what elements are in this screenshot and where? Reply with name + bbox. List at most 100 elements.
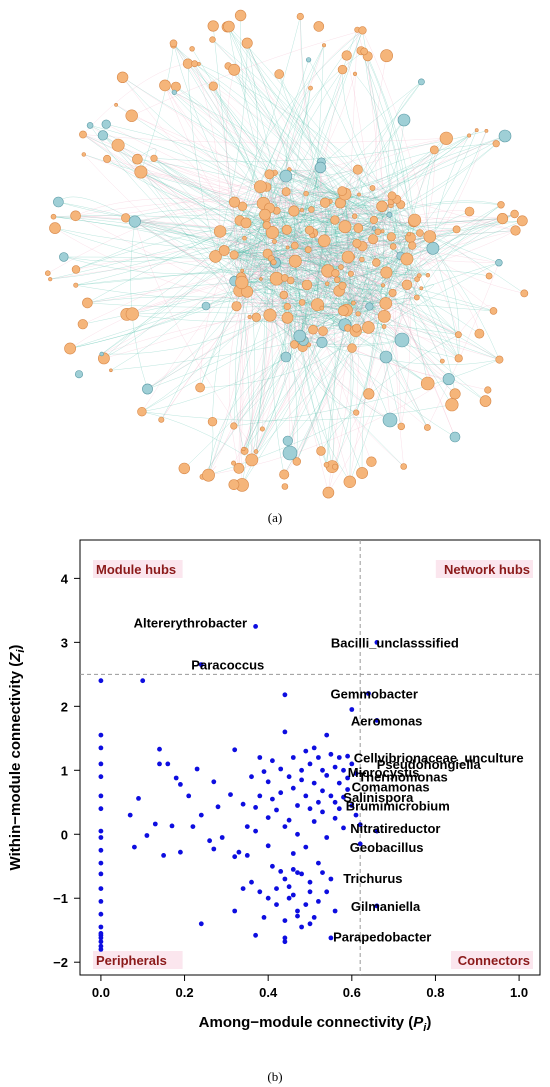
network-node xyxy=(281,224,292,235)
network-edge xyxy=(82,134,277,211)
network-node xyxy=(380,49,393,63)
data-point xyxy=(228,792,233,797)
data-point xyxy=(274,902,279,907)
data-point xyxy=(98,899,104,904)
network-node xyxy=(170,81,181,92)
network-edge xyxy=(174,92,379,232)
network-edge xyxy=(101,317,288,355)
network-node xyxy=(262,221,271,230)
network-edge xyxy=(311,161,323,309)
network-edge xyxy=(234,245,363,257)
network-edge xyxy=(289,169,413,246)
network-edge xyxy=(103,222,247,359)
network-node xyxy=(479,395,492,407)
network-edge xyxy=(224,209,312,251)
network-node xyxy=(474,128,479,133)
data-point xyxy=(253,624,258,629)
network-edge xyxy=(275,262,329,493)
data-point xyxy=(374,718,380,723)
network-edge xyxy=(324,240,433,259)
data-point xyxy=(265,895,271,901)
network-node xyxy=(331,269,340,278)
data-point xyxy=(169,823,175,829)
point-annotation: Nitratireductor xyxy=(350,821,440,836)
data-point xyxy=(341,825,346,831)
data-point xyxy=(232,908,238,914)
point-annotations: Altererythrobacter Bacilli_unclasssified P… xyxy=(134,615,524,944)
data-point xyxy=(257,889,263,895)
network-edge xyxy=(308,249,384,286)
quadrant-label-peripherals: Peripherals xyxy=(96,953,167,968)
network-edge xyxy=(356,258,408,329)
network-edge xyxy=(224,250,428,384)
network-edge xyxy=(75,215,323,343)
network-edge xyxy=(363,51,410,235)
data-point xyxy=(324,835,330,840)
scatter-points xyxy=(98,624,380,952)
network-edge xyxy=(231,214,390,256)
network-edge xyxy=(309,229,428,428)
network-edge xyxy=(213,85,331,202)
network-node xyxy=(358,26,367,35)
point-annotation: Paracoccus xyxy=(191,658,264,673)
data-point xyxy=(244,853,250,858)
network-node xyxy=(380,266,393,279)
network-edge xyxy=(296,292,393,462)
network-edge xyxy=(384,138,447,304)
data-point xyxy=(336,755,342,760)
network-node xyxy=(195,382,205,393)
data-point xyxy=(290,785,296,791)
network-edge xyxy=(110,218,267,371)
network-edge xyxy=(282,191,303,347)
network-node xyxy=(308,206,315,213)
data-point xyxy=(236,849,242,855)
network-edge xyxy=(242,262,262,279)
network-edge xyxy=(241,206,383,283)
network-edge xyxy=(289,169,331,202)
network-node xyxy=(150,154,158,162)
network-edge xyxy=(251,326,385,461)
network-edge xyxy=(427,262,500,428)
data-point xyxy=(345,787,350,792)
network-edge xyxy=(264,81,422,215)
network-node xyxy=(372,226,377,231)
x-tick-label: 0.4 xyxy=(259,985,278,1000)
network-node xyxy=(489,307,498,315)
network-edge xyxy=(134,221,257,452)
network-node xyxy=(308,324,318,335)
network-edge xyxy=(134,221,494,312)
network-node xyxy=(207,20,219,32)
network-node xyxy=(484,386,492,394)
network-edge xyxy=(200,327,369,388)
network-node xyxy=(337,64,348,75)
network-edge xyxy=(311,209,449,380)
network-edge xyxy=(290,280,391,421)
network-edge xyxy=(244,232,349,258)
network-edge xyxy=(173,45,342,268)
network-edge xyxy=(131,30,363,116)
network-node xyxy=(394,332,410,348)
network-edge xyxy=(224,213,390,251)
data-point xyxy=(307,879,313,885)
network-node xyxy=(347,270,354,277)
network-node xyxy=(296,12,304,21)
network-node xyxy=(352,164,363,175)
data-point xyxy=(316,799,321,805)
data-point xyxy=(290,867,296,872)
data-point xyxy=(98,935,104,941)
network-edge xyxy=(230,202,250,318)
network-node xyxy=(207,417,218,427)
data-point xyxy=(307,761,313,767)
data-point xyxy=(328,793,334,799)
network-edge xyxy=(384,233,409,304)
network-node xyxy=(82,297,93,309)
data-point xyxy=(349,761,355,767)
network-node xyxy=(379,297,393,310)
network-edge xyxy=(275,262,459,335)
network-edge xyxy=(344,201,392,326)
data-point xyxy=(332,908,338,914)
network-node xyxy=(48,277,53,282)
network-edge xyxy=(228,26,287,177)
quadrant-label-bg xyxy=(435,560,533,578)
data-point xyxy=(332,815,338,821)
